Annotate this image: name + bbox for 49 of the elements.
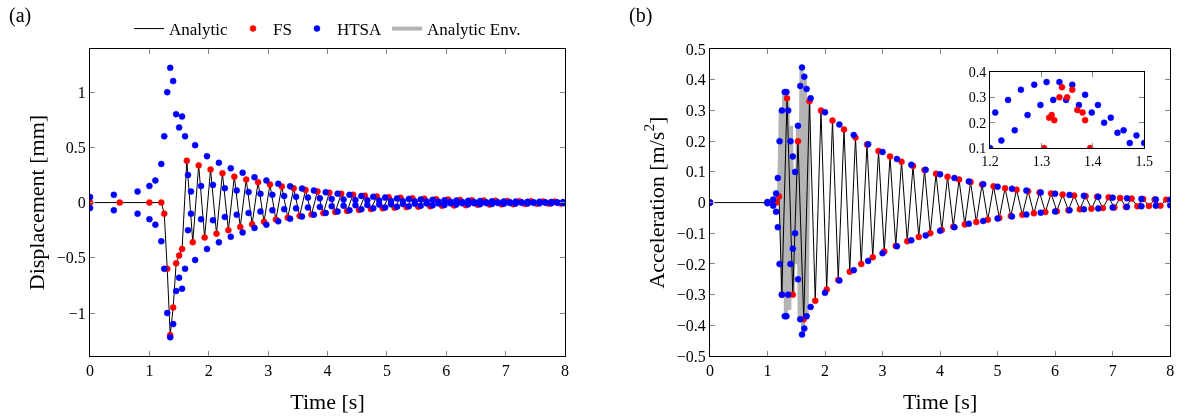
y-tick-label: −0.2 (676, 255, 706, 273)
x-tick-label: 7 (501, 362, 510, 380)
x-tick-label: 8 (561, 362, 570, 380)
legend-label: Analytic Env. (427, 20, 521, 40)
x-tick-label: 1.2 (981, 153, 999, 169)
x-tick-label: 3 (264, 362, 273, 380)
y-tick-label: 0.2 (685, 132, 706, 150)
y-tick-label: 0.2 (968, 115, 987, 131)
legend-label: HTSA (336, 20, 383, 40)
y-tick-label: −0.5 (56, 249, 86, 267)
legend-label: FS (273, 20, 292, 40)
x-tick-label: 5 (382, 362, 391, 380)
legend-label: Analytic (169, 20, 229, 40)
y-tick-label: 0.5 (65, 138, 86, 156)
x-tick-label: 4 (936, 362, 945, 380)
y-tick-label: −0.4 (676, 317, 706, 334)
y-tick-label: 0 (77, 194, 86, 212)
x-tick-label: 2 (204, 362, 213, 380)
x-tick-label: 6 (1051, 362, 1060, 380)
x-axis-title: Time [s] (902, 389, 978, 415)
x-tick-label: 6 (442, 362, 451, 380)
y-tick-label: 0.3 (685, 102, 706, 120)
y-tick-label: −1 (68, 304, 86, 322)
y-tick-label: −0.5 (676, 347, 706, 365)
y-tick-label: 1 (77, 83, 86, 101)
chart-title: (a) (9, 4, 32, 27)
y-tick-label: −0.1 (676, 224, 706, 242)
y-tick-label: 0 (697, 194, 706, 212)
y-tick-label: 0.1 (685, 163, 706, 181)
x-axis-title: Time [s] (290, 389, 365, 415)
y-axis-title: Displacement [mm] (23, 114, 49, 291)
x-tick-label: 7 (1108, 362, 1117, 380)
x-tick-label: 8 (1166, 362, 1175, 380)
x-tick-label: 3 (878, 362, 887, 380)
y-tick-label: 0.1 (968, 141, 987, 156)
x-tick-label: 5 (993, 362, 1002, 380)
y-tick-label: 0.4 (968, 64, 987, 80)
x-tick-label: 2 (821, 362, 830, 380)
y-tick-label: −0.3 (676, 286, 706, 304)
x-tick-label: 1.5 (1135, 153, 1153, 169)
x-tick-label: 1 (763, 362, 772, 380)
y-tick-label: 0.5 (685, 40, 706, 58)
x-tick-label: 4 (323, 362, 332, 380)
chart-title: (b) (629, 4, 653, 27)
x-tick-label: 1.3 (1032, 153, 1051, 169)
x-tick-label: 1.4 (1084, 153, 1102, 169)
x-tick-label: 1 (145, 362, 154, 380)
y-tick-label: 0.4 (685, 71, 706, 89)
y-tick-label: 0.3 (968, 90, 987, 106)
